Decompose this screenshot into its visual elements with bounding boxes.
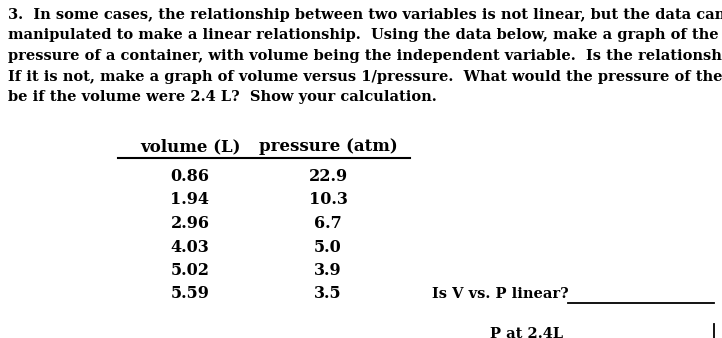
Text: pressure (atm): pressure (atm) bbox=[258, 138, 397, 155]
Text: 5.0: 5.0 bbox=[314, 239, 342, 256]
Text: manipulated to make a linear relationship.  Using the data below, make a graph o: manipulated to make a linear relationshi… bbox=[8, 28, 722, 43]
Text: 1.94: 1.94 bbox=[170, 192, 209, 209]
Text: If it is not, make a graph of volume versus 1/pressure.  What would the pressure: If it is not, make a graph of volume ver… bbox=[8, 70, 722, 83]
Text: 22.9: 22.9 bbox=[308, 168, 347, 185]
Text: P at 2.4L: P at 2.4L bbox=[490, 328, 563, 338]
Text: Is V vs. P linear?: Is V vs. P linear? bbox=[432, 288, 569, 301]
Text: 5.02: 5.02 bbox=[170, 262, 209, 279]
Text: volume (L): volume (L) bbox=[140, 138, 240, 155]
Text: 6.7: 6.7 bbox=[314, 215, 342, 232]
Text: 4.03: 4.03 bbox=[170, 239, 209, 256]
Text: 2.96: 2.96 bbox=[170, 215, 209, 232]
Text: 10.3: 10.3 bbox=[308, 192, 347, 209]
Text: pressure of a container, with volume being the independent variable.  Is the rel: pressure of a container, with volume bei… bbox=[8, 49, 722, 63]
Text: 0.86: 0.86 bbox=[170, 168, 209, 185]
Text: 5.59: 5.59 bbox=[170, 286, 209, 303]
Text: 3.5: 3.5 bbox=[314, 286, 342, 303]
Text: be if the volume were 2.4 L?  Show your calculation.: be if the volume were 2.4 L? Show your c… bbox=[8, 90, 437, 104]
Text: 3.  In some cases, the relationship between two variables is not linear, but the: 3. In some cases, the relationship betwe… bbox=[8, 8, 722, 22]
Text: 3.9: 3.9 bbox=[314, 262, 342, 279]
